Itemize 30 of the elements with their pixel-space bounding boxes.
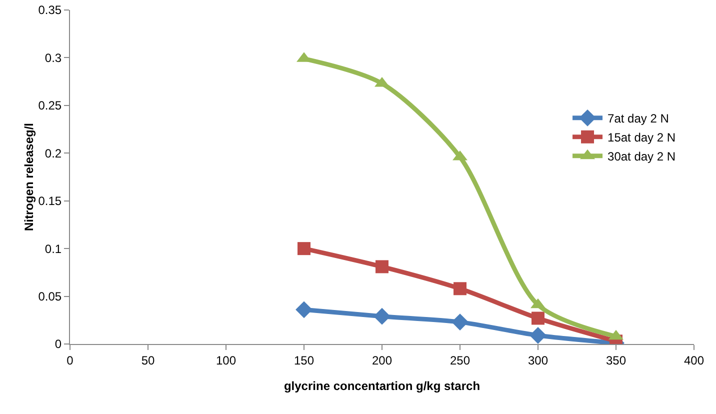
y-tick-label: 0.2	[44, 146, 62, 160]
y-tick-label: 0.25	[38, 98, 62, 113]
x-tick-label: 300	[528, 353, 548, 368]
point	[452, 314, 468, 330]
point	[530, 326, 546, 344]
point	[454, 282, 466, 296]
x-tick-label: 100	[216, 353, 236, 368]
point	[376, 260, 388, 274]
y-tick-label: 0.05	[38, 289, 62, 304]
y-tick-label: 0.15	[38, 194, 62, 208]
y-tick-label: 0.35	[38, 3, 62, 18]
x-tick-label: 150	[294, 353, 314, 368]
x-tick-label: 250	[450, 353, 470, 368]
y-tick-label: 0.1	[44, 242, 62, 256]
y-tick-label: 0.3	[44, 50, 62, 65]
x-tick-label: 350	[606, 353, 626, 368]
x-tick-label: 200	[372, 353, 392, 368]
legend-label: 15at day 2 N	[608, 130, 676, 145]
point	[296, 301, 312, 318]
legend-label: 7at day 2 N	[608, 112, 669, 126]
x-tick-label: 0	[66, 353, 74, 368]
x-tick-label: 50	[141, 353, 155, 368]
point	[532, 312, 544, 325]
legend-label: 30at day 2 N	[608, 150, 676, 164]
y-axis-title: Nitrogen releaseg/l	[22, 122, 36, 232]
y-tick-label: 0	[54, 337, 62, 352]
point	[374, 308, 390, 325]
x-axis-title: glycrine concentartion g/kg starch	[284, 379, 480, 393]
x-tick-label: 400	[684, 353, 704, 368]
point	[298, 242, 310, 256]
